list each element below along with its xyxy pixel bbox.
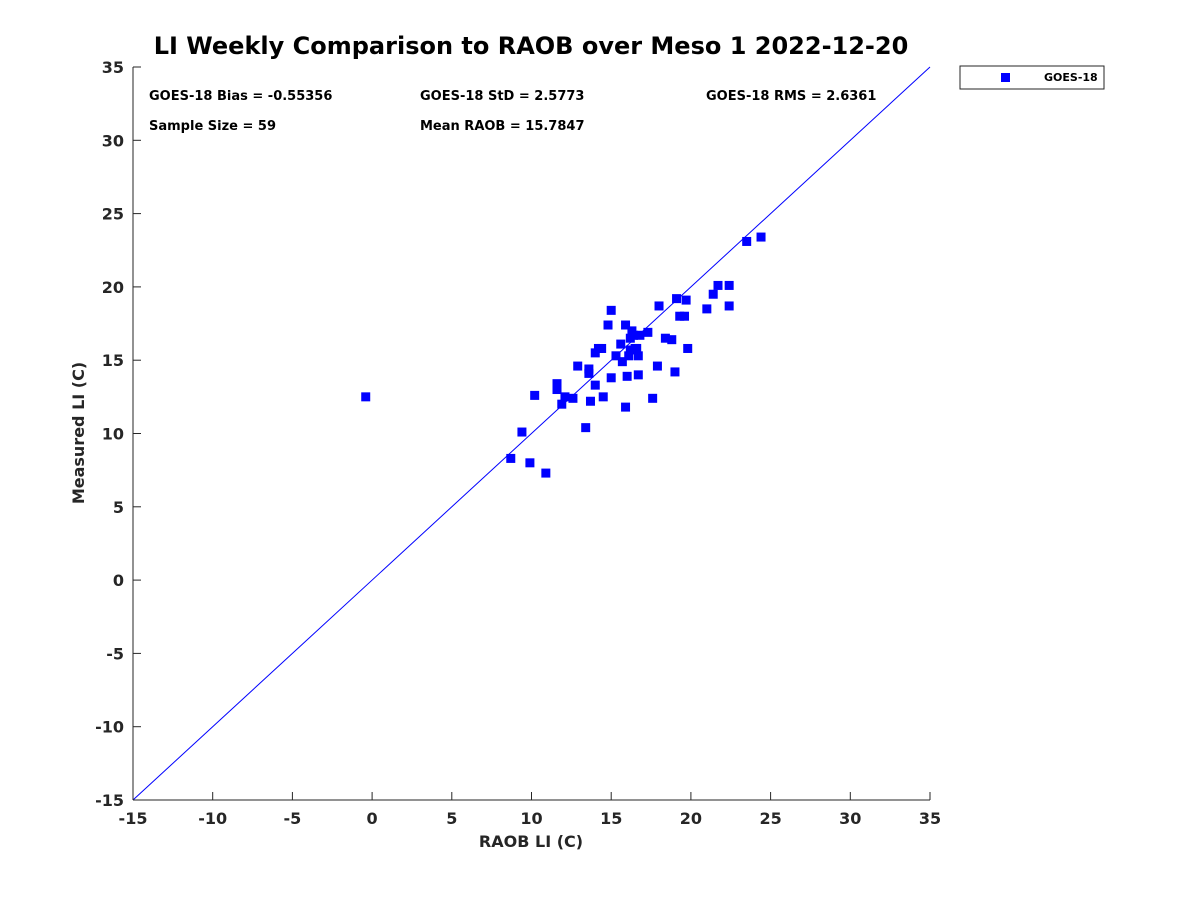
data-point	[597, 343, 607, 353]
data-point	[648, 393, 658, 403]
data-point	[517, 427, 527, 437]
x-axis-label: RAOB LI (C)	[479, 832, 583, 851]
data-point	[530, 390, 540, 400]
data-point	[603, 320, 613, 330]
data-point	[713, 280, 723, 290]
data-point	[568, 393, 578, 403]
data-point	[632, 343, 642, 353]
x-tick-label: 30	[839, 809, 861, 828]
data-point	[624, 351, 634, 361]
data-point	[573, 361, 583, 371]
data-point	[708, 289, 718, 299]
data-point	[672, 294, 682, 304]
data-point	[606, 373, 616, 383]
y-axis-label: Measured LI (C)	[69, 362, 88, 504]
data-point	[756, 232, 766, 242]
data-point	[585, 396, 595, 406]
data-point	[652, 361, 662, 371]
y-tick-label: 15	[102, 351, 124, 370]
data-point	[675, 311, 685, 321]
stat-sample-size: Sample Size = 59	[149, 119, 276, 134]
data-point	[667, 335, 677, 345]
one-to-one-line	[132, 66, 931, 801]
x-tick-label: -10	[198, 809, 227, 828]
data-point	[633, 370, 643, 380]
data-point	[506, 453, 516, 463]
data-point	[552, 379, 562, 389]
data-point	[552, 385, 562, 395]
data-point	[606, 305, 616, 315]
y-tick-label: 5	[113, 498, 124, 517]
data-point	[625, 345, 635, 355]
data-point	[742, 236, 752, 246]
data-point	[702, 304, 712, 314]
legend: GOES-18	[959, 65, 1105, 90]
y-tick-label: 25	[102, 205, 124, 224]
data-point	[584, 364, 594, 374]
y-tick-label: 35	[102, 58, 124, 77]
y-tick-label: 10	[102, 425, 124, 444]
x-tick-label: 35	[919, 809, 941, 828]
x-tick-label: 10	[520, 809, 542, 828]
data-point	[654, 301, 664, 311]
data-point	[525, 458, 535, 468]
stat-rms: GOES-18 RMS = 2.6361	[706, 89, 876, 104]
data-point	[724, 280, 734, 290]
y-tick-label: 20	[102, 278, 124, 297]
x-tick-label: 5	[446, 809, 457, 828]
data-point	[660, 333, 670, 343]
data-point	[581, 423, 591, 433]
data-point	[621, 320, 631, 330]
data-point	[621, 402, 631, 412]
data-point	[633, 351, 643, 361]
x-tick-label: -15	[119, 809, 148, 828]
legend-marker-icon	[1001, 73, 1010, 82]
data-point	[611, 351, 621, 361]
y-tick-label: -15	[95, 791, 124, 810]
y-tick-label: 30	[102, 131, 124, 150]
data-point	[724, 301, 734, 311]
y-tick-label: -5	[106, 644, 124, 663]
stat-mean-raob: Mean RAOB = 15.7847	[420, 119, 585, 134]
data-point	[681, 295, 691, 305]
legend-box	[959, 65, 1105, 90]
x-tick-label: 0	[367, 809, 378, 828]
data-point	[683, 343, 693, 353]
data-point	[616, 339, 626, 349]
chart-title: LI Weekly Comparison to RAOB over Meso 1…	[154, 32, 909, 60]
legend-label: GOES-18	[1044, 71, 1098, 84]
stat-std: GOES-18 StD = 2.5773	[420, 89, 584, 104]
data-point	[635, 330, 645, 340]
data-point	[617, 357, 627, 367]
data-point	[622, 371, 632, 381]
x-tick-label: 25	[759, 809, 781, 828]
data-point	[557, 399, 567, 409]
y-tick-label: 0	[113, 571, 124, 590]
data-point	[560, 392, 570, 402]
data-point	[361, 392, 371, 402]
data-point	[680, 311, 690, 321]
data-point	[598, 392, 608, 402]
x-tick-label: -5	[284, 809, 302, 828]
data-point	[643, 327, 653, 337]
data-point	[670, 367, 680, 377]
data-point	[541, 468, 551, 478]
x-tick-label: 15	[600, 809, 622, 828]
x-tick-label: 20	[680, 809, 702, 828]
stat-bias: GOES-18 Bias = -0.55356	[149, 89, 332, 104]
data-point	[629, 330, 639, 340]
y-tick-label: -10	[95, 718, 124, 737]
data-point	[590, 380, 600, 390]
